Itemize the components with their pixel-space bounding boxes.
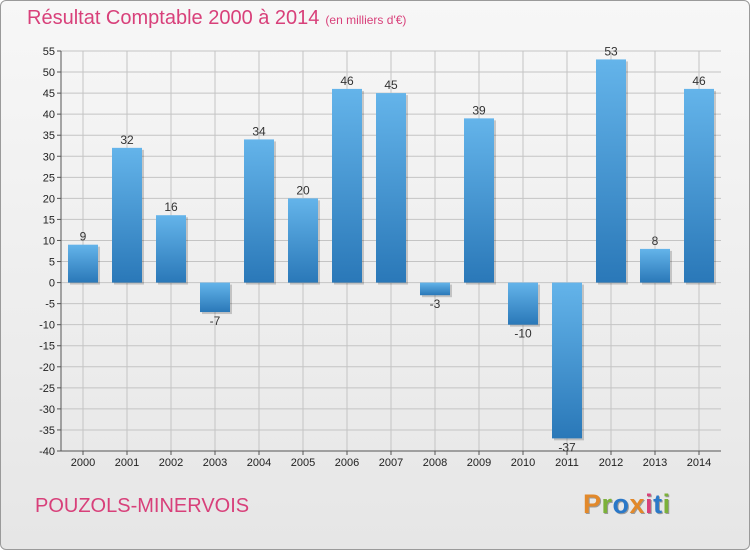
y-tick-label: -20 [39,362,55,374]
labels: 5550454035302520151050-5-10-15-20-25-30-… [39,44,711,469]
bar-2012 [596,59,626,283]
location-name: POUZOLS-MINERVOIS [35,495,250,517]
value-label: -3 [430,297,441,311]
bars [68,59,716,441]
value-label: 46 [692,74,706,88]
y-tick-label: 35 [43,130,55,142]
value-label: 34 [252,124,266,138]
title-text: Résultat Comptable 2000 à 2014 [27,7,320,29]
proxiti-logo[interactable]: Proxiti [583,489,671,520]
logo-letter: t [653,489,663,519]
value-label: -7 [210,314,221,328]
value-label: 16 [164,200,178,214]
y-tick-label: -30 [39,404,55,416]
x-tick-label: 2004 [247,457,271,469]
bar-2001 [112,147,142,283]
y-tick-label: 30 [43,151,55,163]
x-tick-label: 2006 [335,457,359,469]
bar-2007 [376,93,406,283]
bar-2011 [552,282,582,439]
value-label: -37 [558,440,576,454]
x-tick-label: 2011 [555,457,579,469]
y-tick-label: -40 [39,446,55,458]
x-tick-label: 2010 [511,457,535,469]
bar-2000 [68,244,98,283]
y-tick-label: -25 [39,383,55,395]
bar-2010 [508,282,538,325]
value-label: 8 [652,234,659,248]
x-tick-label: 2005 [291,457,315,469]
value-label: 53 [604,44,618,58]
chart-title: Résultat Comptable 2000 à 2014 (en millie… [27,7,406,30]
bar-2002 [156,215,186,283]
x-tick-label: 2014 [687,457,711,469]
y-tick-label: 20 [43,193,55,205]
y-tick-label: 25 [43,172,55,184]
logo-letter: o [612,489,630,519]
logo-letter: P [583,489,602,519]
y-tick-label: -15 [39,341,55,353]
y-tick-label: 10 [43,235,55,247]
x-tick-label: 2000 [71,457,95,469]
y-tick-label: 40 [43,109,55,121]
logo-letter: x [629,489,646,519]
y-tick-label: 0 [49,278,55,290]
x-tick-label: 2009 [467,457,491,469]
x-tick-label: 2007 [379,457,403,469]
axes [57,50,721,455]
value-label: 20 [296,183,310,197]
bar-2013 [640,248,670,283]
value-label: 9 [80,230,87,244]
y-tick-label: 15 [43,214,55,226]
bar-2003 [200,282,230,313]
value-label: -10 [514,327,532,341]
x-tick-label: 2001 [115,457,139,469]
bar-2004 [244,139,274,283]
bar-2005 [288,198,318,283]
x-tick-label: 2003 [203,457,227,469]
x-tick-label: 2002 [159,457,183,469]
x-tick-label: 2013 [643,457,667,469]
y-tick-label: 5 [49,257,55,269]
y-tick-label: -10 [39,320,55,332]
x-tick-label: 2012 [599,457,623,469]
y-tick-label: 45 [43,88,55,100]
logo-letter: i [662,489,671,519]
x-tick-label: 2008 [423,457,447,469]
bar-2006 [332,88,362,283]
y-tick-label: -5 [45,299,55,311]
bar-2014 [684,88,714,283]
logo-letter: r [601,489,613,519]
bar-2008 [420,282,450,296]
value-label: 46 [340,74,354,88]
logo-letter: i [645,489,654,519]
value-label: 32 [120,133,134,147]
value-label: 39 [472,103,486,117]
value-label: 45 [384,78,398,92]
y-tick-label: 50 [43,67,55,79]
title-unit: (en milliers d'€) [325,13,407,27]
y-tick-label: 55 [43,46,55,58]
y-tick-label: -35 [39,425,55,437]
bar-2009 [464,118,494,283]
